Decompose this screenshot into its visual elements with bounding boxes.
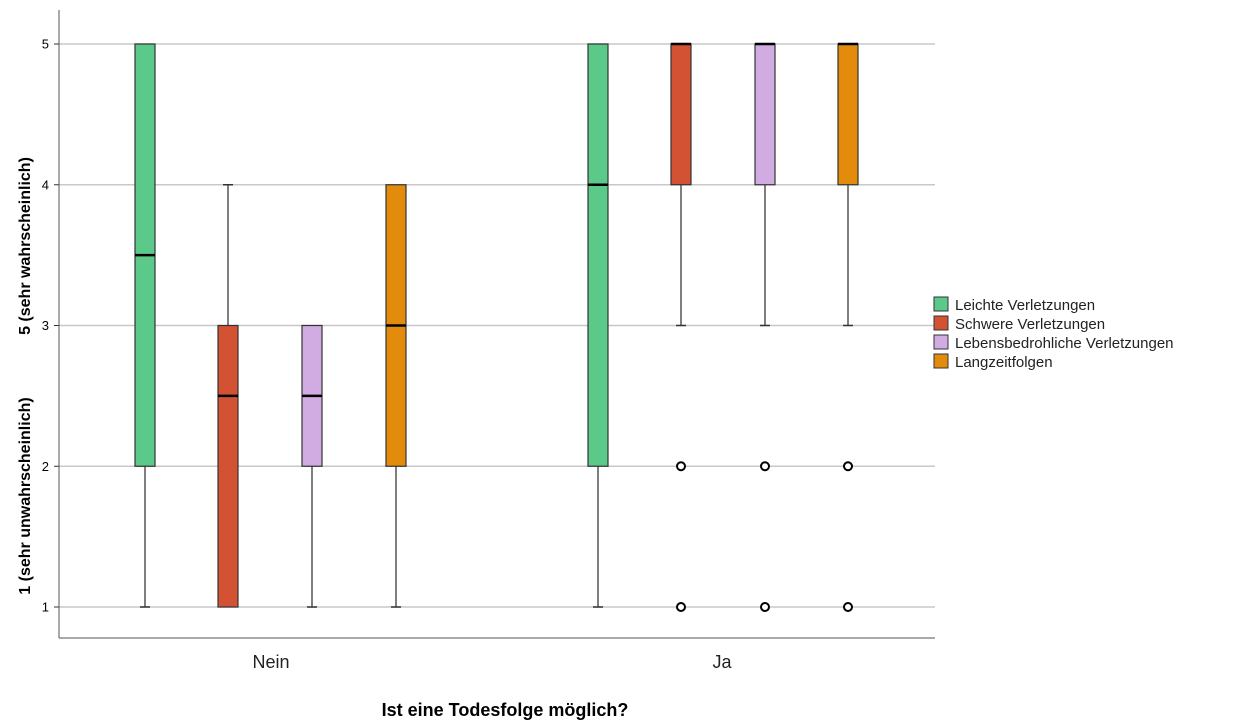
box-schwere-verletzungen-ja <box>670 42 692 612</box>
legend-swatch-1 <box>933 296 949 312</box>
axes: 1 2 3 4 5 <box>42 10 935 639</box>
outlier-point <box>760 602 770 612</box>
outlier-point <box>843 602 853 612</box>
outlier-point <box>676 461 686 472</box>
gridlines <box>59 43 935 608</box>
x-category-label-ja: Ja <box>712 652 732 672</box>
y-tick-label-4: 4 <box>42 177 49 192</box>
legend: Leichte Verletzungen Schwere Verletzungen… <box>933 296 1174 371</box>
box-rect <box>217 324 239 608</box>
box-langzeitfolgen-nein <box>385 184 407 608</box>
y-tick-label-1: 1 <box>42 600 49 615</box>
y-axis-label-bottom: 1 (sehr unwahrscheinlich) <box>17 397 34 594</box>
box-leichte-verletzungen-ja <box>587 43 609 608</box>
legend-swatch-4 <box>933 353 949 369</box>
y-tick-label-2: 2 <box>42 459 49 474</box>
box-rect <box>837 43 859 186</box>
x-category-label-nein: Nein <box>252 652 289 672</box>
box-leichte-verletzungen-nein <box>134 43 156 608</box>
box-rect <box>754 43 776 186</box>
box-schwere-verletzungen-nein <box>217 184 239 608</box>
y-axis-label-top: 5 (sehr wahrscheinlich) <box>17 157 34 335</box>
x-axis-title: Ist eine Todesfolge möglich? <box>382 700 629 720</box>
legend-swatch-2 <box>933 315 949 331</box>
outlier-point <box>760 461 770 472</box>
box-rect <box>587 43 609 467</box>
box-langzeitfolgen-ja <box>837 42 859 612</box>
box-series <box>134 42 859 612</box>
legend-label-3: Lebensbedrohliche Verletzungen <box>955 335 1174 352</box>
legend-label-1: Leichte Verletzungen <box>955 297 1095 314</box>
outlier-point <box>843 461 853 472</box>
outlier-point <box>676 602 686 612</box>
y-tick-label-5: 5 <box>42 37 49 52</box>
legend-label-4: Langzeitfolgen <box>955 354 1053 371</box>
box-lebensbedrohliche-verletzungen-nein <box>301 324 323 608</box>
box-rect <box>670 43 692 186</box>
legend-swatch-3 <box>933 334 949 350</box>
box-lebensbedrohliche-verletzungen-ja <box>754 42 776 612</box>
legend-label-2: Schwere Verletzungen <box>955 316 1105 333</box>
y-tick-label-3: 3 <box>42 318 49 333</box>
